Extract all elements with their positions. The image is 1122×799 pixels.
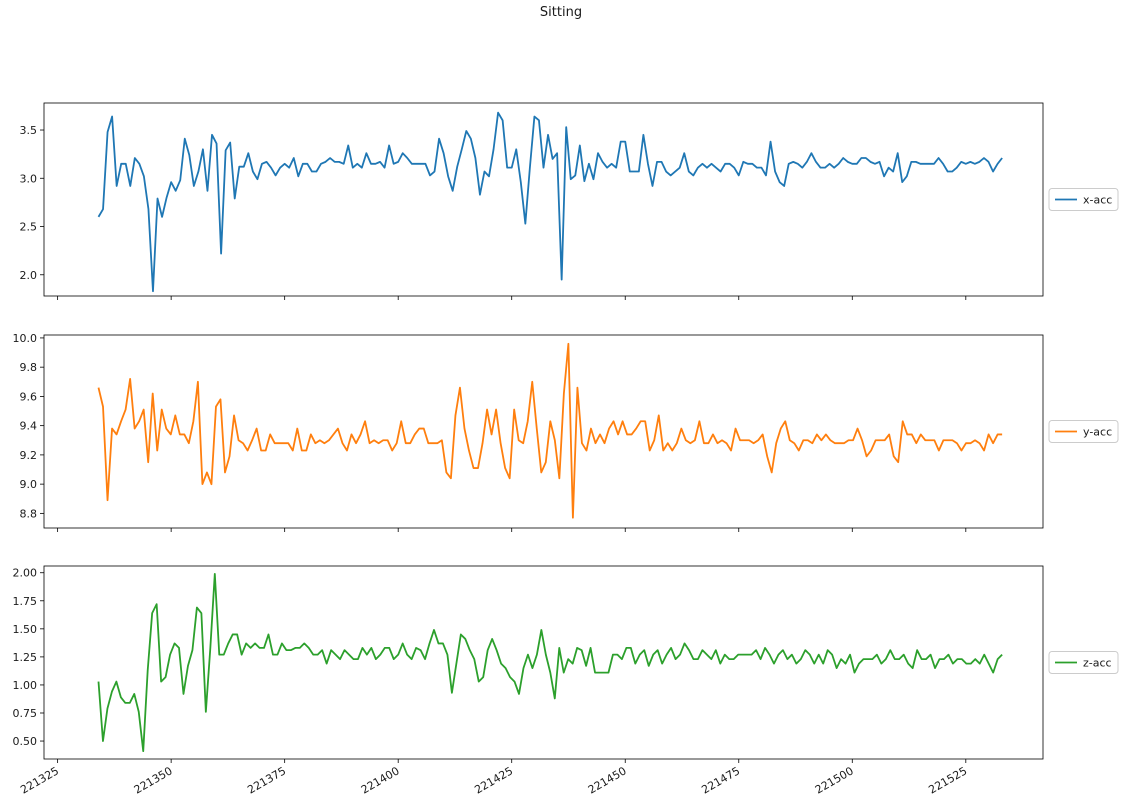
legend-label: x-acc	[1083, 194, 1112, 207]
axes-frame	[43, 334, 1044, 529]
y-tick-label: 1.50	[13, 623, 38, 636]
y-tick-label: 8.8	[20, 507, 38, 520]
x-tick-label: 221375	[245, 764, 288, 796]
y-tick-label: 9.8	[20, 361, 38, 374]
figure-title: Sitting	[539, 5, 583, 20]
legend-x-acc: x-acc	[1048, 188, 1119, 211]
y-tick-label: 2.0	[20, 269, 38, 282]
y-tick-label: 1.00	[13, 679, 38, 692]
y-tick-label: 9.6	[20, 390, 38, 403]
x-tick-label: 221425	[472, 764, 515, 796]
y-tick-label: 2.5	[20, 221, 38, 234]
y-tick-label: 9.0	[20, 478, 38, 491]
subplot-z-acc: 0.50 0.75 1.00 1.25 1.50 1.75 2.00 221325 221350…	[13, 565, 1119, 797]
series-line-y-acc	[97, 342, 1003, 519]
legend-y-acc: y-acc	[1048, 420, 1119, 443]
x-tick-label: 221500	[813, 764, 856, 796]
x-tick-label: 221400	[359, 764, 402, 796]
x-tick-label: 221350	[132, 764, 175, 796]
x-tick-label: 221325	[18, 764, 61, 796]
x-tick-label: 221450	[586, 764, 629, 796]
y-tick-label: 3.5	[20, 124, 38, 137]
y-tick-label: 10.0	[13, 332, 38, 345]
axes-frame	[43, 102, 1044, 297]
y-tick-label: 0.50	[13, 735, 38, 748]
legend-box	[1048, 651, 1119, 674]
x-tick-label: 221525	[926, 764, 969, 796]
legend-box	[1048, 420, 1119, 443]
subplot-x-acc: 2.0 2.5 3.0 3.5 x-acc	[20, 102, 1119, 300]
y-tick-label: 1.75	[13, 595, 38, 608]
legend-label: y-acc	[1083, 426, 1112, 439]
series-line-x-acc	[97, 111, 1003, 293]
legend-z-acc: z-acc	[1048, 651, 1119, 674]
subplot-y-acc: 8.8 9.0 9.2 9.4 9.6 9.8 10.0 y-acc	[13, 332, 1119, 532]
series-line-z-acc	[97, 572, 1003, 753]
y-tick-label: 2.00	[13, 567, 38, 580]
y-tick-label: 9.4	[20, 420, 38, 433]
y-tick-label: 3.0	[20, 172, 38, 185]
legend-label: z-acc	[1083, 657, 1112, 670]
y-tick-label: 9.2	[20, 449, 38, 462]
y-tick-label: 0.75	[13, 707, 38, 720]
axes-frame	[43, 565, 1044, 760]
legend-box	[1048, 188, 1119, 211]
x-tick-label: 221475	[699, 764, 742, 796]
y-tick-label: 1.25	[13, 651, 38, 664]
